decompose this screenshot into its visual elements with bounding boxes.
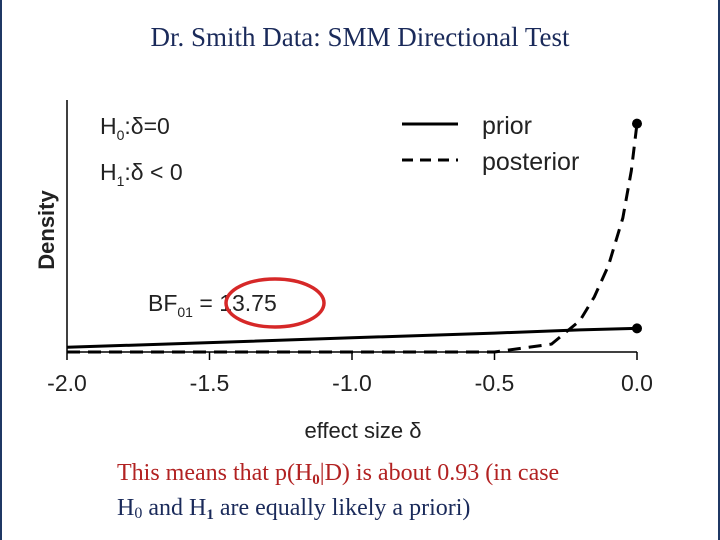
bayes-factor-highlight-circle bbox=[224, 277, 326, 329]
x-ticks: -2.0 -1.5 -1.0 -0.5 0.0 bbox=[47, 352, 653, 396]
x-tick-label: -1.0 bbox=[332, 370, 372, 396]
x-tick-label: -2.0 bbox=[47, 370, 87, 396]
prior-zero-point bbox=[632, 323, 642, 334]
posterior-zero-point bbox=[632, 118, 642, 129]
legend-posterior-label: posterior bbox=[482, 148, 579, 176]
bayes-factor-label: BF01 = 13.75 bbox=[148, 290, 277, 320]
chart-series bbox=[66, 118, 642, 354]
x-tick-label: 0.0 bbox=[621, 370, 653, 396]
caption-line-2: H0 and H1 are equally likely a priori) bbox=[117, 495, 471, 523]
chart-legend: prior posterior bbox=[402, 112, 579, 176]
slide-title: Dr. Smith Data: SMM Directional Test bbox=[150, 22, 570, 52]
bayes-factor-chart: -2.0 -1.5 -1.0 -0.5 0.0 H0:δ=0 H1:δ < 0 prio… bbox=[34, 100, 653, 443]
x-axis-label: effect size δ bbox=[304, 418, 421, 443]
legend-prior-label: prior bbox=[482, 112, 532, 140]
x-tick-label: -0.5 bbox=[475, 370, 515, 396]
caption-line-1: This means that p(H0|D) is about 0.93 (i… bbox=[117, 460, 560, 488]
y-axis-label: Density bbox=[34, 190, 59, 270]
x-tick-label: -1.5 bbox=[190, 370, 230, 396]
h1-hypothesis-label: H1:δ < 0 bbox=[100, 159, 183, 189]
prior-curve bbox=[66, 326, 638, 349]
h0-hypothesis-label: H0:δ=0 bbox=[100, 113, 170, 143]
posterior-curve bbox=[67, 123, 639, 354]
